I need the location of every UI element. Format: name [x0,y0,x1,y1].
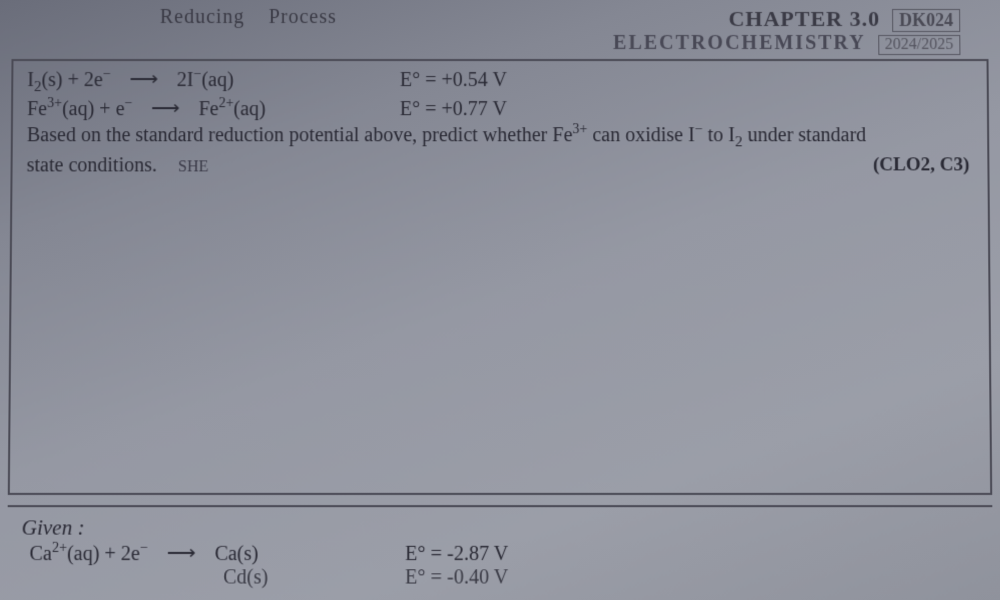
handwritten-word-1: Reducing [160,6,245,28]
question-line-1: Based on the standard reduction potentia… [27,124,866,146]
given-eq1-e-label: E° [405,543,425,565]
chapter-label: CHAPTER 3.0 [728,6,880,31]
eq2-e-value: = +0.77 V [425,98,507,120]
question-text: Based on the standard reduction potentia… [18,121,969,179]
eq1-lhs: I2(s) + 2e− [27,69,111,91]
eq2-e-label: E° [400,98,420,120]
given-eq1-potential: E° = -2.87 V [405,543,975,566]
clo-tag: (CLO2, C3) [873,152,970,178]
given-eq2-e-value: = -0.40 V [431,566,509,588]
eq1-rhs: 2I−(aq) [177,69,234,91]
equation-1-potential: E° = +0.54 V [400,69,969,92]
equation-2-potential: E° = +0.77 V [400,98,969,121]
eq2-lhs: Fe3+(aq) + e− [27,98,133,120]
equation-1-left: I2(s) + 2e− ⟶ 2I−(aq) [19,67,400,96]
eq2-rhs: Fe2+(aq) [199,98,266,120]
given-eq2-e-label: E° [405,566,425,588]
given-eq2-left: Cd(s) [21,566,405,589]
equation-2-left: Fe3+(aq) + e− ⟶ Fe2+(aq) [19,96,400,121]
given-eq2-potential: E° = -0.40 V [405,566,975,589]
eq1-e-label: E° [400,69,420,91]
given-eq2-rhs: Cd(s) [223,566,268,588]
question-line-2: state conditions. [27,154,158,176]
handwritten-she: SHE [178,158,208,175]
chapter-line-1: CHAPTER 3.0 DK024 [613,6,960,32]
equation-row-2: Fe3+(aq) + e− ⟶ Fe2+(aq) E° = +0.77 V [19,96,969,121]
question-box: I2(s) + 2e− ⟶ 2I−(aq) E° = +0.54 V Fe3+(… [8,61,992,495]
given-eq1-left: Ca2+(aq) + 2e− ⟶ Ca(s) [21,541,405,566]
given-equation-row-2: Cd(s) E° = -0.40 V [21,566,975,589]
handwritten-word-2: Process [269,6,337,28]
arrow-icon: ⟶ [137,95,193,120]
handwritten-heading: Reducing Process [160,6,337,29]
year: 2024/2025 [878,35,961,55]
eq1-e-value: = +0.54 V [425,69,507,91]
given-eq1-e-value: = -2.87 V [431,543,509,565]
given-equation-row-1: Ca2+(aq) + 2e− ⟶ Ca(s) E° = -2.87 V [21,541,974,566]
arrow-icon: ⟶ [116,66,172,91]
header-row: Reducing Process CHAPTER 3.0 DK024 ELECT… [0,0,1000,57]
chapter-block: CHAPTER 3.0 DK024 ELECTROCHEMISTRY 2024/… [613,6,960,55]
given-eq1-rhs: Ca(s) [215,543,259,565]
given-label: Given : [22,515,975,540]
given-eq1-lhs: Ca2+(aq) + 2e− [29,543,148,565]
given-block: Given : Ca2+(aq) + 2e− ⟶ Ca(s) E° = -2.8… [7,505,993,590]
subject-name: ELECTROCHEMISTRY [613,32,866,54]
course-code: DK024 [892,9,960,32]
page: Reducing Process CHAPTER 3.0 DK024 ELECT… [0,0,1000,600]
arrow-icon: ⟶ [153,540,210,565]
equation-row-1: I2(s) + 2e− ⟶ 2I−(aq) E° = +0.54 V [19,67,969,96]
chapter-line-2: ELECTROCHEMISTRY 2024/2025 [613,32,960,55]
